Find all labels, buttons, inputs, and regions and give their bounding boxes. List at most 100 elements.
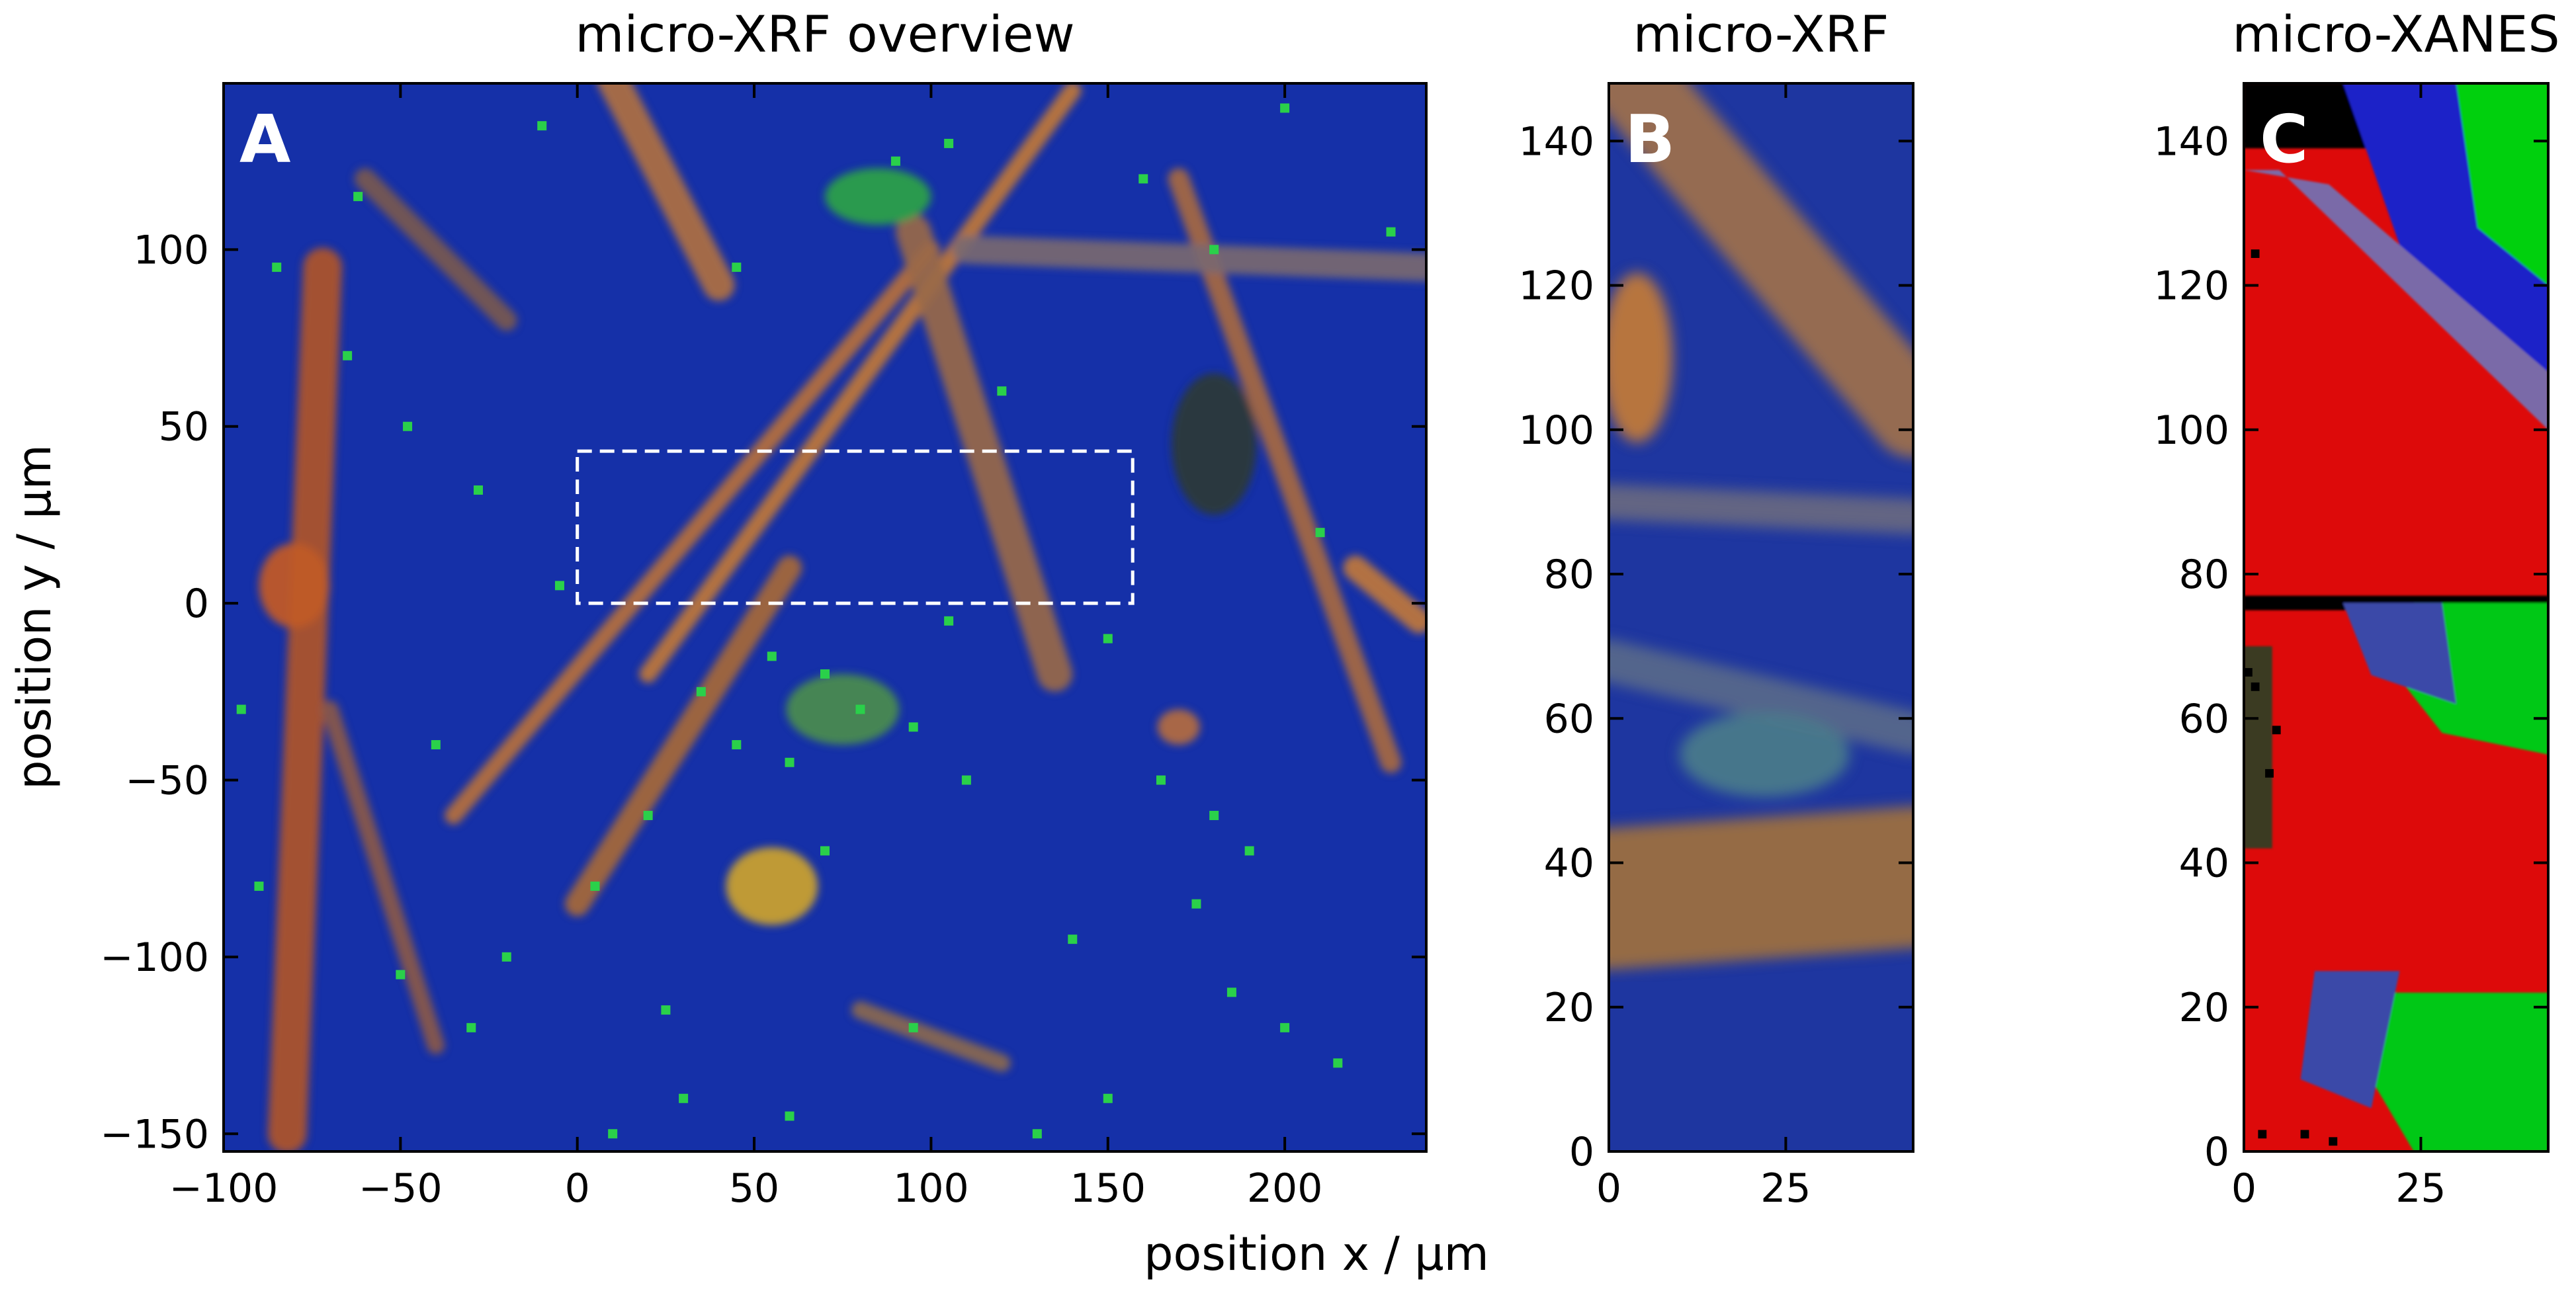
panel-a-label: A [239, 101, 290, 178]
pixel-speck [2251, 682, 2260, 691]
crystal-mark [1609, 639, 1913, 755]
green-speck [767, 651, 777, 661]
green-speck [1138, 174, 1148, 184]
green-speck [890, 156, 900, 166]
region-box [576, 449, 1135, 605]
y-tick-label: −100 [100, 935, 209, 981]
x-tick-label: 0 [1596, 1165, 1621, 1212]
panel-c-label: C [2260, 101, 2308, 178]
green-speck [1068, 935, 1078, 944]
green-speck [343, 351, 353, 360]
green-speck [1156, 775, 1166, 785]
phase-region [2456, 83, 2548, 286]
y-tick-label: 0 [2204, 1129, 2229, 1175]
green-speck [944, 138, 954, 148]
panel-a-image [236, 83, 1426, 1151]
green-speck [1209, 810, 1219, 820]
crystal-mark [564, 555, 802, 917]
x-tick-label: 150 [1070, 1165, 1146, 1212]
green-speck [661, 1005, 671, 1015]
x-tick-label: 25 [1760, 1165, 1811, 1212]
green-speck [785, 1111, 794, 1121]
blob-mark [1679, 712, 1850, 798]
pixel-speck [2258, 91, 2267, 99]
panel-c-title: micro-XANES [2232, 5, 2559, 63]
panel-c: 0 25 0 20 40 60 80 100 120 140 micro-XANES C [2153, 5, 2559, 1212]
green-speck [820, 846, 830, 856]
green-speck [254, 881, 264, 891]
crystal-mark [1168, 168, 1402, 773]
blob-mark [1172, 373, 1257, 515]
green-speck [1191, 899, 1201, 909]
x-tick-label: 0 [2231, 1165, 2256, 1212]
crystal-mark [354, 168, 517, 331]
x-tick-label: −50 [359, 1165, 443, 1212]
green-speck [785, 757, 794, 767]
crystal-mark [267, 247, 343, 1151]
y-tick-label: −150 [100, 1111, 209, 1157]
blob-mark [726, 847, 818, 925]
crystal-mark [1609, 83, 1913, 458]
x-axis-label: position x / µm [1144, 1227, 1489, 1281]
phase-region [2300, 971, 2400, 1108]
x-tick-label: −100 [169, 1165, 279, 1212]
panel-b-frame [1608, 82, 1914, 1153]
green-speck [1209, 245, 1219, 255]
crystal-mark [952, 235, 1426, 282]
green-speck [590, 881, 600, 891]
y-tick-label: 100 [133, 227, 209, 273]
green-speck [1032, 1129, 1042, 1139]
green-speck [1103, 1093, 1113, 1103]
green-speck [1333, 1058, 1343, 1068]
phase-region [2244, 646, 2272, 849]
y-tick-label: 20 [2179, 985, 2229, 1031]
crystal-mark [1343, 555, 1426, 634]
green-speck [961, 775, 971, 785]
blob-mark [1157, 709, 1200, 745]
crystal-mark [1609, 484, 1913, 534]
green-speck [272, 263, 282, 272]
pixel-speck [2286, 134, 2296, 143]
x-tick-label: 25 [2395, 1165, 2446, 1212]
panel-a-frame [222, 82, 1428, 1153]
pixel-speck [2258, 1130, 2267, 1139]
y-tick-label: 0 [1569, 1129, 1594, 1175]
green-speck [1280, 103, 1290, 113]
green-speck [431, 740, 441, 750]
panel-b-image [1609, 83, 1913, 970]
y-tick-label: 120 [1518, 263, 1594, 310]
y-tick-label: 140 [1518, 118, 1594, 165]
pixel-speck [2272, 726, 2281, 735]
pixel-speck [2329, 134, 2338, 143]
pixel-speck [2244, 668, 2253, 677]
green-speck [1386, 227, 1396, 237]
green-speck [679, 1093, 689, 1103]
phase-region [2342, 603, 2456, 704]
green-speck [396, 970, 406, 980]
green-speck [466, 1022, 476, 1032]
crystal-mark [895, 214, 1073, 692]
y-tick-label: 140 [2153, 118, 2229, 165]
y-tick-label: 100 [2153, 407, 2229, 454]
y-tick-label: 60 [1544, 696, 1594, 742]
panel-b: 0 25 0 20 40 60 80 100 120 140 micro-XRF B [1518, 5, 1914, 1212]
green-speck [944, 616, 954, 626]
green-speck [501, 952, 511, 962]
panel-a-background [224, 83, 1426, 1151]
green-speck [473, 485, 483, 495]
panel-c-image [2244, 83, 2548, 1151]
crystal-mark [639, 83, 1082, 683]
green-speck [855, 704, 865, 714]
green-speck [608, 1129, 618, 1139]
x-tick-label: 50 [729, 1165, 779, 1212]
crystal-mark [597, 83, 735, 301]
x-tick-label: 0 [565, 1165, 590, 1212]
y-tick-label: −50 [125, 757, 209, 804]
crystal-mark [445, 240, 940, 825]
green-speck [554, 581, 564, 591]
panel-b-title: micro-XRF [1633, 5, 1889, 63]
pixel-speck [2336, 98, 2344, 106]
y-tick-label: 80 [2179, 552, 2229, 598]
y-tick-label: 40 [1544, 841, 1594, 887]
green-speck [1103, 634, 1113, 644]
